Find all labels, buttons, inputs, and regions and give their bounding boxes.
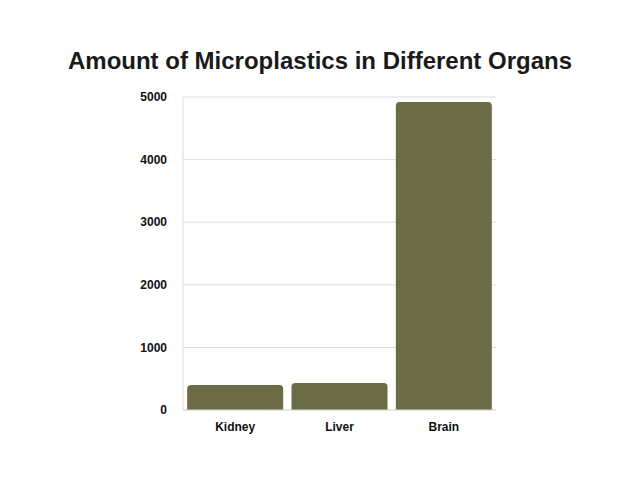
- svg-text:Brain: Brain: [428, 420, 459, 434]
- svg-text:2000: 2000: [140, 278, 167, 292]
- svg-text:5000: 5000: [140, 90, 167, 104]
- svg-text:3000: 3000: [140, 215, 167, 229]
- svg-text:4000: 4000: [140, 153, 167, 167]
- svg-text:Kidney: Kidney: [215, 420, 255, 434]
- svg-text:Liver: Liver: [325, 420, 354, 434]
- svg-text:0: 0: [160, 403, 167, 417]
- svg-text:1000: 1000: [140, 341, 167, 355]
- html-text:Amount of Microplastics in Dif: Amount of Microplastics in Different Org…: [68, 47, 572, 74]
